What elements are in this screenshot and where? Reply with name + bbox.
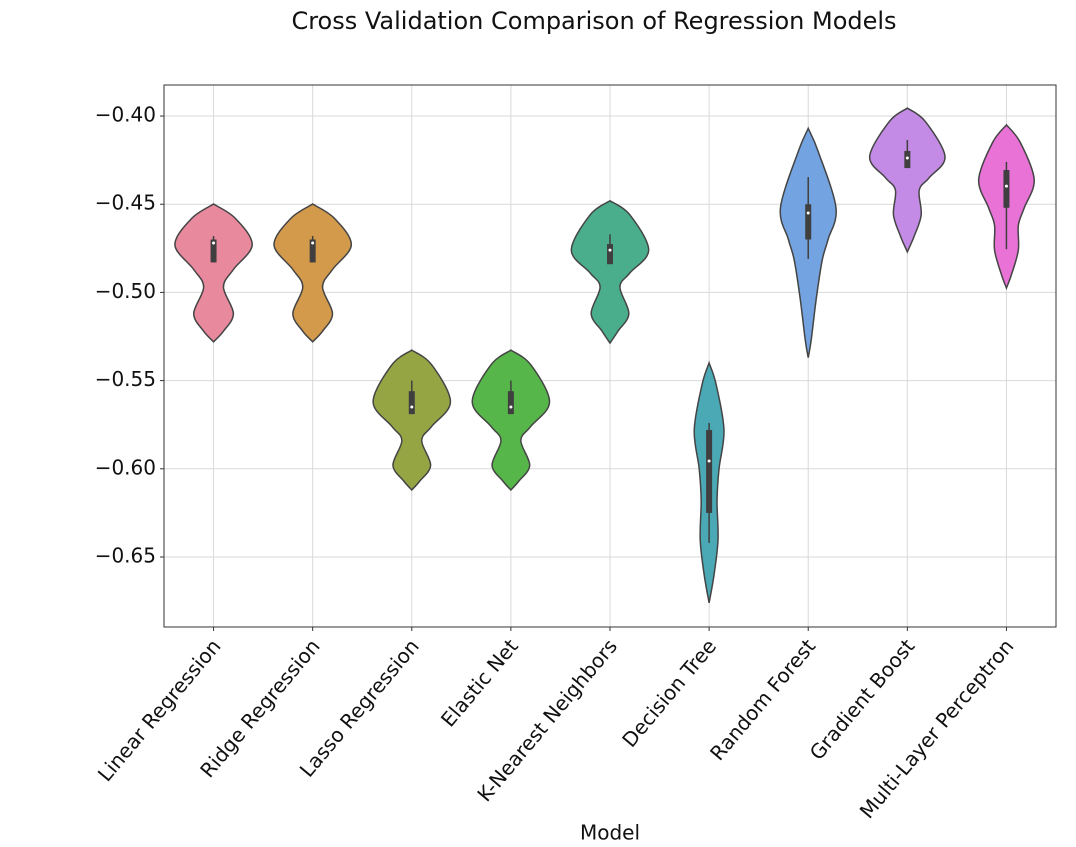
y-tick-label: −0.50 [95,279,156,303]
y-tick-label: −0.40 [95,103,156,127]
y-tick-label: −0.65 [95,543,156,567]
violin [868,107,946,254]
x-tick-label: Decision Tree [617,634,721,751]
box [706,429,713,513]
violin [471,349,551,492]
median [707,459,711,463]
violin [174,203,253,343]
median [311,241,315,245]
violin [372,349,452,492]
box [1003,170,1010,208]
median [509,405,513,409]
x-tick-label: Elastic Net [436,634,523,731]
median [212,241,216,245]
median [806,211,810,215]
y-tick-label: −0.45 [95,191,156,215]
x-axis-label: Model [580,821,640,845]
y-tick-label: −0.60 [95,455,156,479]
median [608,248,612,252]
box [607,244,613,265]
box [507,391,514,415]
median [1004,184,1008,188]
median [905,156,909,160]
box [805,204,812,240]
violin [570,199,650,345]
y-tick-label: −0.55 [95,367,156,391]
x-tick-label: Gradient Boost [805,634,920,764]
box [309,239,316,263]
box [408,391,415,415]
median [410,405,414,409]
chart-title: Cross Validation Comparison of Regressio… [291,7,896,35]
plot-frame [163,84,1057,628]
x-tick-label: Random Forest [705,634,820,765]
box [210,239,217,263]
violin [273,203,353,343]
